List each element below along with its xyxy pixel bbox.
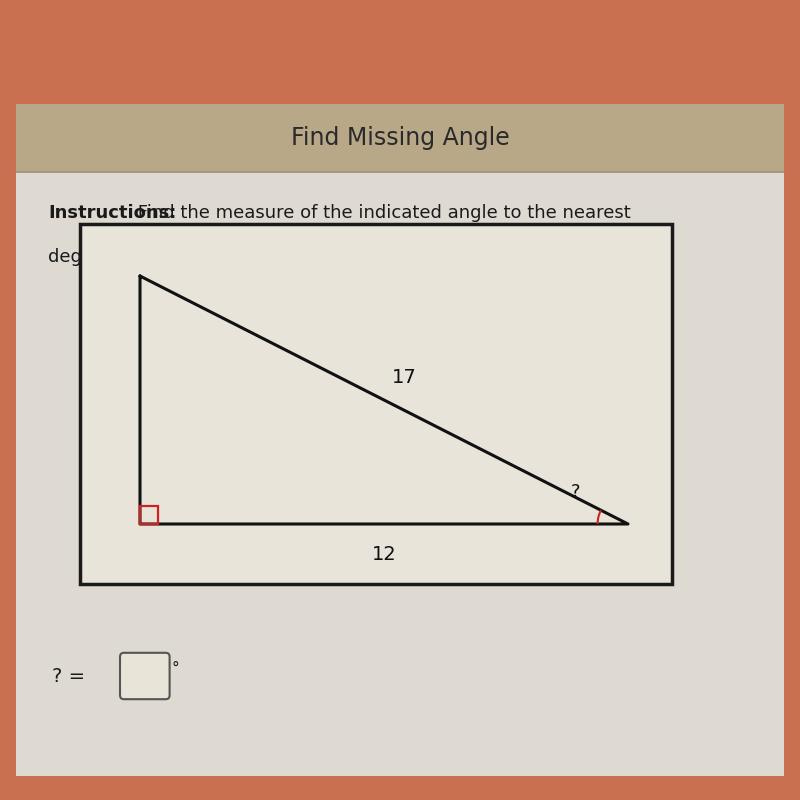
Text: 17: 17 (392, 368, 416, 387)
Text: ?: ? (571, 483, 581, 501)
Text: Find the measure of the indicated angle to the nearest: Find the measure of the indicated angle … (132, 204, 630, 222)
Text: ? =: ? = (52, 666, 85, 686)
Text: Instructions:: Instructions: (48, 204, 176, 222)
FancyBboxPatch shape (120, 653, 170, 699)
Text: Find Missing Angle: Find Missing Angle (290, 126, 510, 150)
Bar (0, 0, 800, 112)
Text: degree.: degree. (48, 248, 117, 266)
Bar (140, 506, 158, 524)
Bar (16, 104, 784, 172)
Text: 12: 12 (372, 545, 396, 564)
Bar (16, 104, 784, 776)
Bar (80, 224, 672, 584)
Text: °: ° (171, 661, 179, 675)
